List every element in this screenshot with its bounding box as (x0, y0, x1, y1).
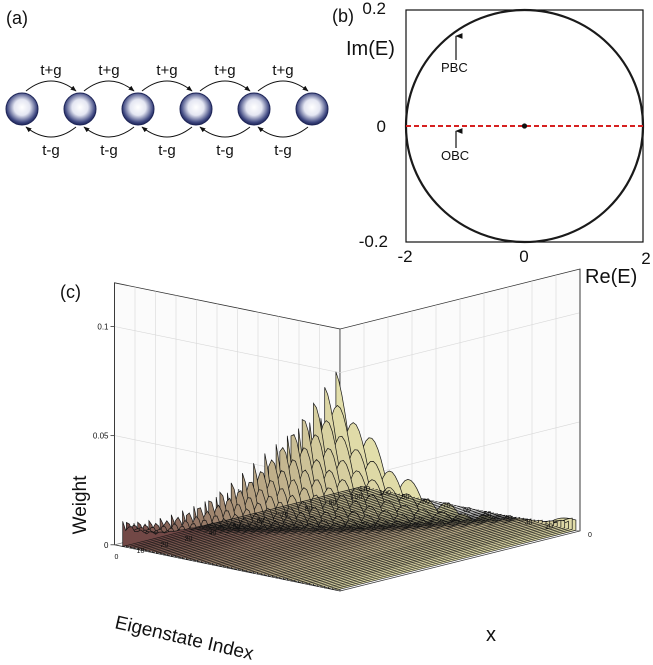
index-tick-label: 0 (588, 532, 592, 539)
eigenstate-weight-profile (122, 486, 363, 547)
panel-a-label: (a) (6, 8, 28, 28)
x-tick-label: 50 (233, 524, 241, 531)
weight-tick-label: 0 (104, 541, 109, 550)
index-tick-label: 50 (484, 511, 492, 518)
x-tick-zero: 0 (519, 247, 528, 266)
x-tick-label: 20 (161, 542, 169, 549)
index-tick-label: 80 (422, 498, 430, 505)
lattice-site (121, 92, 155, 126)
forward-hop-arrow (199, 80, 251, 92)
x-axis-label-3d: x (486, 624, 496, 646)
lattice-site (237, 92, 271, 126)
weight-tick-label: 0.05 (93, 432, 109, 441)
panel-a: (a) t+g t-g t+g t-g t+g t-g t+g t-g t+g t-g (5, 8, 329, 159)
x-tick-label: 60 (257, 518, 265, 525)
x-tick-label: 70 (281, 512, 289, 519)
forward-hop-label: t+g (156, 62, 177, 79)
x-tick-label: 0 (115, 554, 119, 561)
x-tick-label: 40 (209, 530, 217, 537)
panel-b: (b) 0.2 0 -0.2 -2 0 2 Im(E) Re(E) PBC OB… (332, 0, 651, 288)
x-tick-label: 80 (305, 506, 313, 513)
forward-hop-arrow (25, 80, 77, 92)
x-tick-label: 90 (329, 500, 337, 507)
x-tick-label: 30 (185, 536, 193, 543)
pbc-label: PBC (441, 60, 468, 75)
lattice-site (5, 92, 39, 126)
lattice-site (179, 92, 213, 126)
surface-ticks: 0.10.05001020304050607080901000203040506… (93, 322, 592, 560)
weight-tick-label: 0.1 (97, 322, 109, 331)
panel-c: (c) 0.10.0500102030405060708090100020304… (60, 268, 592, 665)
backward-hop-arrow (83, 126, 135, 138)
lattice-site (63, 92, 97, 126)
x-tick-right: 2 (641, 249, 650, 268)
backward-hop-arrow (199, 126, 251, 138)
backward-hop-arrow (25, 126, 77, 138)
panel-b-label: (b) (332, 6, 354, 26)
spectrum-plot (404, 8, 645, 244)
index-tick-label: 70 (443, 503, 451, 510)
weight-surface (122, 371, 577, 591)
hopping-chain: t+g t-g t+g t-g t+g t-g t+g t-g t+g t-g (5, 62, 329, 159)
x-tick-left: -2 (397, 247, 412, 266)
panel-c-label: (c) (60, 282, 81, 302)
backward-hop-label: t-g (158, 142, 176, 159)
origin-point (521, 123, 528, 129)
index-tick-label: 100 (379, 490, 391, 497)
index-tick-label: 20 (545, 524, 553, 531)
backward-hop-label: t-g (100, 142, 118, 159)
index-tick-label: 90 (402, 494, 410, 501)
lattice-site (295, 92, 329, 126)
obc-label: OBC (441, 148, 469, 163)
x-axis-label: Re(E) (585, 266, 637, 288)
forward-hop-label: t+g (98, 62, 119, 79)
x-tick-label: 100 (351, 494, 363, 501)
index-tick-label: 40 (504, 515, 512, 522)
backward-hop-arrow (141, 126, 193, 138)
x-tick-label: 10 (137, 548, 145, 555)
forward-hop-label: t+g (272, 62, 293, 79)
backward-hop-label: t-g (42, 142, 60, 159)
grid-line (114, 312, 581, 374)
backward-hop-label: t-g (216, 142, 234, 159)
forward-hop-label: t+g (214, 62, 235, 79)
forward-hop-arrow (141, 80, 193, 92)
y-tick-bottom: -0.2 (359, 232, 388, 251)
forward-hop-arrow (257, 80, 309, 92)
forward-hop-label: t+g (40, 62, 61, 79)
index-tick-label: 110 (359, 486, 370, 493)
y-tick-top: 0.2 (362, 0, 386, 18)
forward-hop-arrow (83, 80, 135, 92)
eigenstate-index-axis-label: Eigenstate Index (113, 612, 256, 664)
index-tick-label: 30 (525, 519, 533, 526)
index-tick-label: 60 (463, 507, 471, 514)
y-axis-label: Im(E) (346, 38, 395, 60)
weight-axis-label: Weight (70, 475, 91, 535)
backward-hop-arrow (257, 126, 309, 138)
y-tick-zero: 0 (377, 117, 386, 136)
backward-hop-label: t-g (274, 142, 292, 159)
